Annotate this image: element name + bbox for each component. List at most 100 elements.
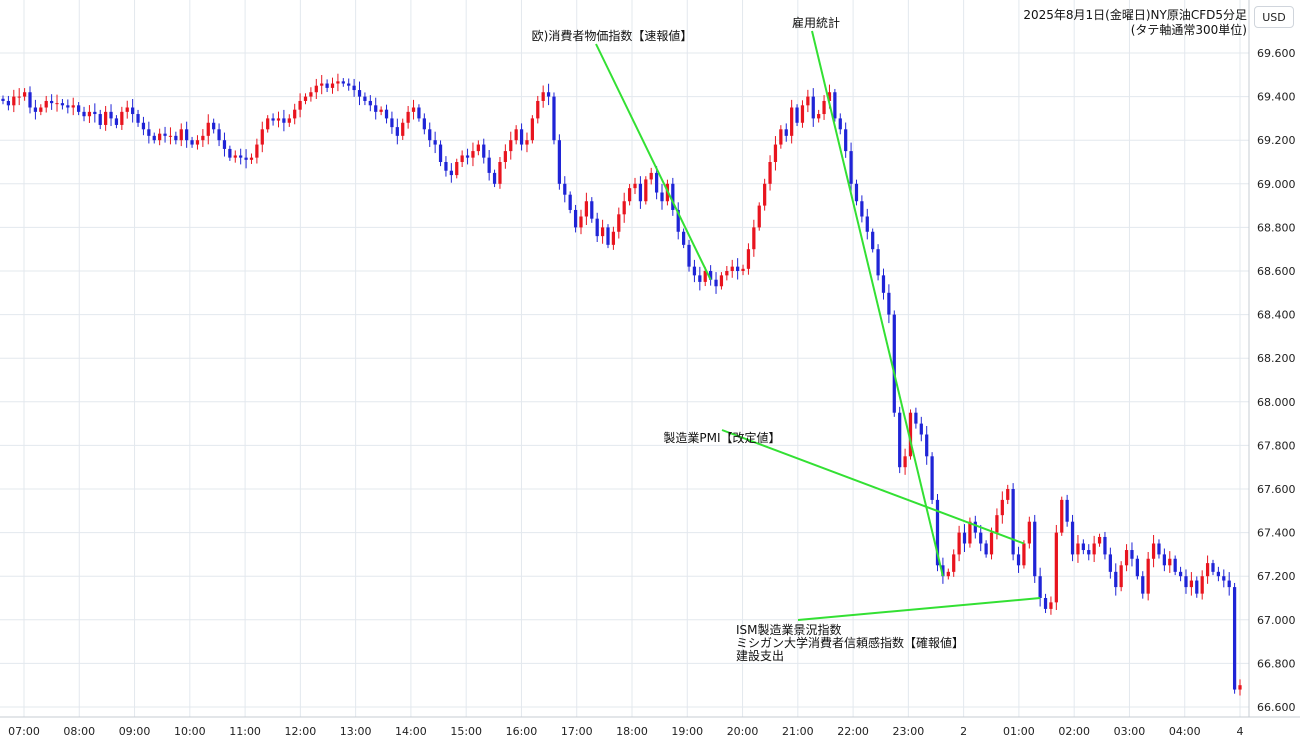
candle-body [811, 96, 815, 119]
candle-body [1033, 521, 1037, 577]
candle-body [363, 96, 367, 101]
candle-body [271, 118, 275, 121]
candle-body [644, 179, 648, 202]
annotation-leader-line [811, 30, 944, 577]
candle-body [163, 133, 167, 136]
candle-body [1022, 543, 1026, 566]
candle-body [1162, 554, 1166, 566]
x-tick-label: 20:00 [727, 725, 759, 738]
candle-body [368, 100, 372, 106]
candle-body [1173, 558, 1177, 572]
price-axis[interactable]: 69.600 69.400 69.200 69.000 68.800 68.600 68.4… [1257, 47, 1296, 714]
candle-body [28, 92, 32, 108]
candle-body [865, 216, 869, 232]
y-tick-label: 68.600 [1257, 265, 1296, 278]
candle-body [1065, 499, 1069, 522]
candle-body [1216, 571, 1221, 577]
candle-body [1124, 550, 1129, 566]
candle-body [919, 423, 923, 435]
candle-body [428, 129, 432, 141]
x-tick-label: 09:00 [119, 725, 151, 738]
candle-body [746, 249, 751, 269]
currency-badge[interactable]: USD [1254, 6, 1294, 28]
candle-body [1189, 580, 1194, 588]
candle-body [492, 172, 497, 184]
candle-body [66, 105, 70, 108]
candle-body [120, 111, 124, 125]
candle-body [325, 83, 329, 88]
candle-body [244, 157, 248, 160]
y-tick-label: 66.600 [1257, 701, 1296, 714]
candle-body [752, 227, 756, 250]
candle-body [168, 135, 173, 137]
candle-body [357, 90, 362, 97]
chart-subtitle: (タテ軸通常300単位) [1131, 22, 1247, 37]
candle-body [1211, 563, 1215, 572]
candle-body [276, 118, 281, 121]
candle-body [595, 218, 599, 237]
candle-body [55, 103, 59, 105]
candle-body [1016, 554, 1021, 566]
candle-body [438, 144, 443, 162]
candle-body [1043, 598, 1048, 609]
y-tick-label: 66.800 [1257, 657, 1296, 670]
candle-body [509, 140, 513, 152]
candle-body [779, 129, 783, 145]
candle-body [833, 92, 837, 119]
annotation-label: ISM製造業景況指数 [736, 622, 842, 637]
candle-body [709, 271, 713, 280]
y-tick-label: 67.800 [1257, 439, 1296, 452]
candle-body [422, 118, 426, 130]
candles-layer [1, 73, 1242, 696]
candle-body [600, 227, 605, 237]
candle-body [298, 100, 302, 110]
candle-body [546, 92, 551, 97]
candle-body [790, 107, 794, 136]
candle-body [627, 188, 632, 202]
y-tick-label: 67.400 [1257, 527, 1296, 540]
annotation-label: 製造業PMI【改定値】 [663, 430, 780, 445]
candle-body [676, 209, 680, 232]
candle-body [249, 157, 254, 160]
candle-body [352, 85, 356, 91]
annotation-label: 欧)消費者物価指数【速報値】 [532, 28, 693, 43]
candle-body [573, 209, 578, 228]
y-tick-label: 69.400 [1257, 91, 1296, 104]
candle-body [768, 162, 772, 184]
candle-body [1097, 536, 1102, 544]
candle-body [260, 129, 264, 145]
candle-body [741, 268, 745, 271]
candle-body [908, 412, 913, 457]
candle-body [476, 144, 480, 152]
candle-body [147, 129, 151, 136]
candle-body [158, 133, 162, 141]
candle-body [1195, 580, 1199, 594]
candle-body [611, 231, 616, 245]
candle-body [185, 129, 189, 141]
candle-body [860, 201, 864, 217]
candle-body [844, 129, 848, 152]
x-tick-label: 16:00 [506, 725, 538, 738]
candle-body [817, 114, 821, 119]
candle-body [1130, 550, 1134, 559]
candle-body [1103, 536, 1107, 555]
candle-body [795, 107, 799, 123]
candle-body [1200, 576, 1204, 594]
time-axis[interactable]: 07:00 08:00 09:00 10:00 11:00 12:00 13:00 14:00… [8, 725, 1243, 738]
annotation-label: 建設支出 [736, 648, 784, 663]
candle-body [406, 111, 410, 123]
candle-body [131, 107, 135, 115]
candle-body [228, 148, 232, 158]
candle-body [471, 151, 475, 158]
candle-body [287, 118, 291, 123]
candle-body [1151, 543, 1156, 559]
candle-body [395, 127, 399, 136]
candle-body [914, 412, 918, 424]
candle-body [44, 100, 48, 108]
candle-body [336, 81, 340, 84]
candle-body [222, 140, 227, 149]
candle-body [838, 118, 842, 130]
candle-body [1087, 550, 1091, 555]
x-tick-label: 11:00 [229, 725, 261, 738]
candle-body [692, 266, 697, 276]
